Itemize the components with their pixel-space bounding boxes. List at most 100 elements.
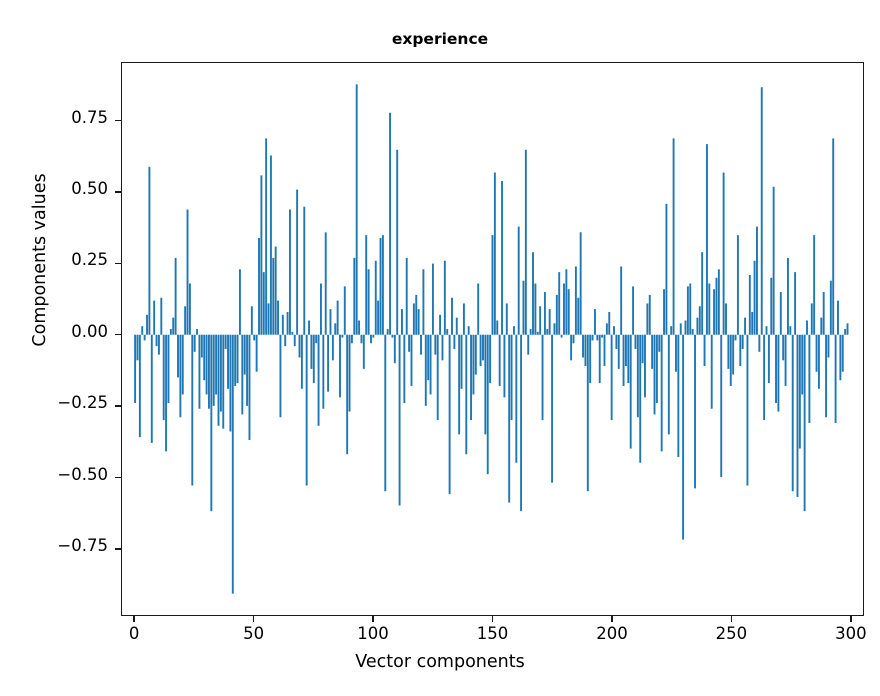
bar	[520, 334, 523, 512]
bar	[370, 334, 372, 344]
bar	[694, 334, 696, 489]
bar	[725, 303, 727, 335]
bar	[174, 257, 177, 335]
bar	[169, 329, 172, 335]
bar	[327, 334, 330, 392]
bar	[217, 334, 220, 426]
bar	[641, 334, 644, 364]
bar	[596, 334, 599, 341]
bar	[360, 334, 363, 344]
bar	[341, 334, 344, 338]
bar	[422, 269, 425, 335]
bar	[636, 334, 639, 418]
bar	[546, 329, 549, 335]
x-tick-mark	[491, 616, 494, 622]
y-tick-mark	[115, 476, 121, 479]
bar	[401, 309, 403, 335]
bar	[381, 235, 384, 335]
bar	[663, 289, 666, 335]
bar	[558, 272, 561, 335]
bar	[672, 138, 675, 335]
y-tick-label: 0.75	[71, 107, 108, 127]
bar	[658, 334, 661, 352]
bar	[574, 266, 577, 335]
bar	[405, 257, 408, 335]
bar	[234, 334, 237, 386]
bar	[817, 334, 820, 389]
bar	[219, 334, 222, 412]
bar	[198, 334, 201, 409]
bar	[408, 334, 411, 352]
bar	[277, 300, 280, 335]
bar	[682, 334, 685, 540]
bar	[746, 334, 749, 486]
bar	[522, 280, 525, 335]
bar	[403, 334, 406, 404]
bar	[553, 323, 556, 335]
bar	[424, 334, 427, 406]
bar	[577, 297, 580, 335]
bar	[310, 334, 313, 369]
bar	[284, 334, 287, 347]
bar	[529, 329, 532, 335]
bar	[565, 269, 568, 335]
bar	[482, 334, 484, 361]
x-tick-mark	[133, 616, 135, 622]
bar	[150, 334, 153, 443]
bar	[455, 317, 458, 335]
bar	[756, 226, 758, 335]
bar	[410, 334, 413, 386]
bar	[274, 246, 277, 335]
bar	[365, 235, 368, 335]
y-tick-label: −0.50	[57, 464, 108, 484]
bar	[751, 311, 754, 335]
bar	[722, 172, 725, 335]
bar	[808, 334, 811, 423]
bar	[200, 334, 203, 358]
bar	[157, 334, 160, 355]
bar	[734, 334, 737, 341]
bar	[208, 334, 210, 409]
bar	[763, 334, 766, 421]
bar	[748, 274, 751, 335]
bar	[617, 334, 620, 369]
bar	[484, 334, 487, 435]
bar	[620, 266, 623, 335]
bar	[153, 300, 156, 335]
bar	[696, 317, 699, 335]
bar	[784, 334, 787, 386]
bar	[758, 334, 761, 352]
bar	[801, 334, 804, 395]
bar	[372, 334, 375, 338]
bar	[379, 237, 382, 335]
bar	[717, 269, 720, 335]
bar	[613, 326, 615, 335]
bar	[715, 277, 718, 335]
bar	[775, 334, 777, 404]
bar	[300, 334, 303, 389]
bar	[431, 263, 434, 335]
bar	[243, 334, 246, 375]
x-tick-mark	[730, 616, 733, 622]
bar	[741, 334, 744, 349]
bar	[567, 289, 570, 335]
bar	[703, 334, 706, 367]
x-axis-label: Vector components	[355, 652, 525, 672]
bar	[191, 334, 194, 486]
bar	[205, 334, 208, 395]
bar	[165, 334, 168, 452]
bar	[179, 334, 182, 418]
bar	[489, 334, 492, 384]
bar	[322, 334, 325, 409]
x-tick-label: 0	[128, 624, 140, 643]
bar	[439, 314, 442, 335]
bar	[515, 334, 518, 463]
bar	[610, 334, 613, 421]
bar	[184, 306, 187, 335]
bar	[534, 283, 537, 335]
bar	[427, 334, 430, 381]
bar	[579, 232, 582, 335]
bar	[563, 283, 565, 335]
bar	[496, 320, 499, 335]
